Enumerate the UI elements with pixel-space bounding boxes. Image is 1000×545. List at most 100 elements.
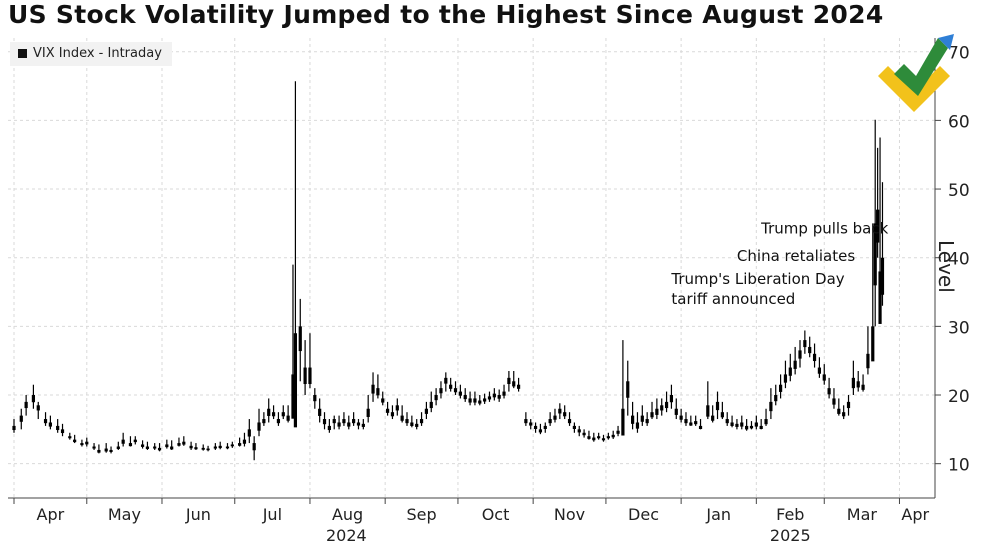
- x-year-label: 2024: [326, 526, 367, 545]
- candle-body: [458, 391, 462, 396]
- candle-body: [293, 333, 298, 428]
- candle-body: [308, 367, 312, 385]
- candle-body: [194, 447, 198, 450]
- y-tick-label: 10: [948, 456, 970, 476]
- candle-body: [352, 419, 356, 424]
- y-tick-label: 60: [948, 112, 970, 132]
- candle-body: [473, 398, 477, 403]
- x-month-label: Feb: [776, 505, 804, 524]
- candle-body: [645, 419, 649, 424]
- candle-body: [56, 425, 60, 431]
- x-month-label: Apr: [37, 505, 65, 524]
- candle-body: [548, 419, 552, 424]
- candle-body: [842, 412, 846, 417]
- candle-body: [80, 443, 84, 446]
- logo-blue-tip: [938, 34, 954, 50]
- x-month-label: Jun: [185, 505, 211, 524]
- annotations: Trump pulls back China retaliates Trump's …: [670, 220, 888, 308]
- candle-body: [572, 425, 576, 429]
- candle-body: [592, 437, 596, 441]
- candles: [12, 81, 885, 461]
- candle-body: [808, 346, 812, 354]
- candle-body: [664, 401, 669, 409]
- x-month-label: May: [108, 505, 141, 524]
- candle-body: [230, 444, 234, 447]
- x-month-label: Oct: [482, 505, 510, 524]
- candle-body: [133, 439, 137, 443]
- candle-body: [725, 419, 729, 424]
- candle-body: [735, 423, 739, 427]
- x-month-label: Mar: [847, 505, 878, 524]
- candle-body: [553, 415, 557, 420]
- brand-logo-icon: [878, 34, 954, 112]
- candle-body: [104, 448, 108, 452]
- candle-body: [140, 444, 145, 447]
- candle-body: [400, 415, 404, 421]
- y-tick-label: 50: [948, 181, 970, 201]
- candle-body: [213, 446, 217, 449]
- candle-body: [587, 436, 591, 439]
- candle-body: [419, 419, 424, 424]
- candle-body: [322, 419, 327, 425]
- candle-body: [837, 408, 841, 414]
- candle-body: [182, 441, 186, 445]
- candle-body: [689, 422, 693, 426]
- candle-body: [116, 446, 120, 449]
- candle-body: [567, 419, 572, 424]
- candle-body: [218, 445, 222, 449]
- candle-body: [873, 223, 877, 286]
- candle-body: [252, 443, 256, 451]
- x-month-label: Jul: [262, 505, 282, 524]
- y-axis-label: Level: [934, 240, 958, 293]
- candle-body: [19, 415, 23, 422]
- candle-body: [558, 408, 562, 414]
- candle-body: [764, 419, 768, 425]
- candle-body: [109, 449, 113, 452]
- candle-body: [238, 443, 242, 446]
- candle-body: [720, 412, 724, 418]
- candle-body: [60, 429, 65, 434]
- y-tick-label: 70: [948, 44, 970, 64]
- candle-body: [43, 419, 48, 424]
- candle-body: [361, 423, 365, 427]
- candle-body: [563, 412, 567, 417]
- x-year-label: 2025: [770, 526, 811, 545]
- candle-body: [798, 350, 802, 359]
- candle-body: [730, 422, 734, 426]
- candle-body: [597, 436, 601, 439]
- x-month-label: Nov: [554, 505, 585, 524]
- candle-body: [206, 448, 210, 451]
- candle-body: [832, 398, 836, 405]
- candle-body: [601, 438, 606, 441]
- candle-body: [650, 412, 654, 418]
- candle-body: [769, 401, 773, 412]
- candle-body: [577, 429, 581, 433]
- candle-body: [390, 412, 395, 417]
- candle-body: [157, 447, 162, 451]
- candle-body: [679, 415, 683, 420]
- candle-body: [711, 415, 715, 421]
- candle-body: [444, 377, 448, 384]
- logo-yellow-chevron: [878, 66, 950, 112]
- candle-body: [153, 446, 157, 449]
- candle-body: [606, 436, 610, 439]
- candle-body: [866, 353, 870, 369]
- candle-body: [313, 395, 317, 402]
- candle-body: [876, 209, 880, 243]
- candle-body: [740, 422, 744, 427]
- candle-body: [582, 432, 586, 436]
- candle-body: [371, 384, 375, 394]
- candle-body: [257, 422, 261, 431]
- candle-body: [267, 408, 271, 416]
- annotation-label: Trump's Liberation Day: [670, 270, 844, 288]
- candle-body: [698, 425, 703, 429]
- x-month-label: Apr: [901, 505, 929, 524]
- candle-body: [660, 405, 664, 411]
- candle-body: [861, 384, 865, 390]
- candle-body: [621, 408, 625, 436]
- candle-body: [286, 415, 290, 421]
- candle-body: [640, 415, 644, 422]
- logo-green-arrow: [894, 38, 948, 96]
- candle-body: [533, 425, 538, 429]
